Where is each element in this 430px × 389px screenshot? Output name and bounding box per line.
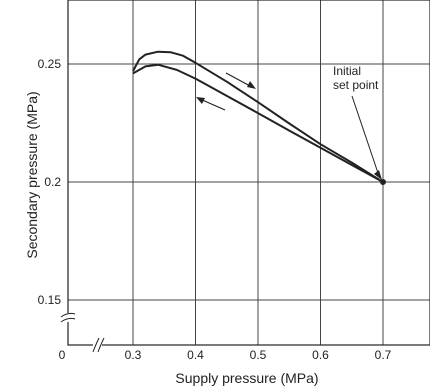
decreasing-arrow-head bbox=[196, 97, 205, 104]
decreasing-direction-arrow bbox=[199, 98, 226, 111]
annotation-label-line: Initial bbox=[333, 64, 361, 78]
y-tick-label: 0.15 bbox=[38, 293, 62, 307]
x-break-gap bbox=[93, 338, 102, 352]
series-group bbox=[132, 50, 386, 185]
y-tick-label: 0.2 bbox=[44, 175, 61, 189]
x-tick-label: 0.3 bbox=[125, 348, 142, 362]
x-tick-label: 0.5 bbox=[250, 348, 267, 362]
x-tick-label: 0 bbox=[59, 348, 66, 362]
plot-frame bbox=[67, 0, 430, 346]
x-tick-label: 0.4 bbox=[187, 348, 204, 362]
series-increasing-curve bbox=[132, 50, 384, 183]
x-axis-title: Supply pressure (MPa) bbox=[175, 370, 318, 386]
y-axis-title: Secondary pressure (MPa) bbox=[24, 91, 40, 258]
annotation-label-line: set point bbox=[333, 78, 379, 92]
series-decreasing-curve bbox=[132, 63, 384, 183]
increasing-arrow-head bbox=[247, 81, 256, 89]
grid bbox=[68, 0, 430, 345]
y-tick-label: 0.25 bbox=[38, 57, 62, 71]
axis-breaks bbox=[60, 312, 105, 353]
tick-labels: 0 0.3 0.4 0.5 0.6 0.7 0.15 0.2 0.25 bbox=[38, 57, 392, 362]
initial-set-point-marker bbox=[380, 179, 386, 185]
x-axis-break-mark bbox=[92, 337, 100, 353]
y-break-gap bbox=[61, 313, 75, 322]
y-axis-break-mark bbox=[60, 317, 76, 323]
increasing-direction-arrow bbox=[225, 72, 253, 88]
annotation-arrow-head bbox=[374, 170, 382, 180]
y-axis-break-mark bbox=[60, 312, 76, 318]
x-tick-label: 0.7 bbox=[375, 348, 392, 362]
x-axis-break-mark bbox=[97, 337, 105, 353]
annotation-leader-line bbox=[351, 95, 380, 177]
x-tick-label: 0.6 bbox=[312, 348, 329, 362]
